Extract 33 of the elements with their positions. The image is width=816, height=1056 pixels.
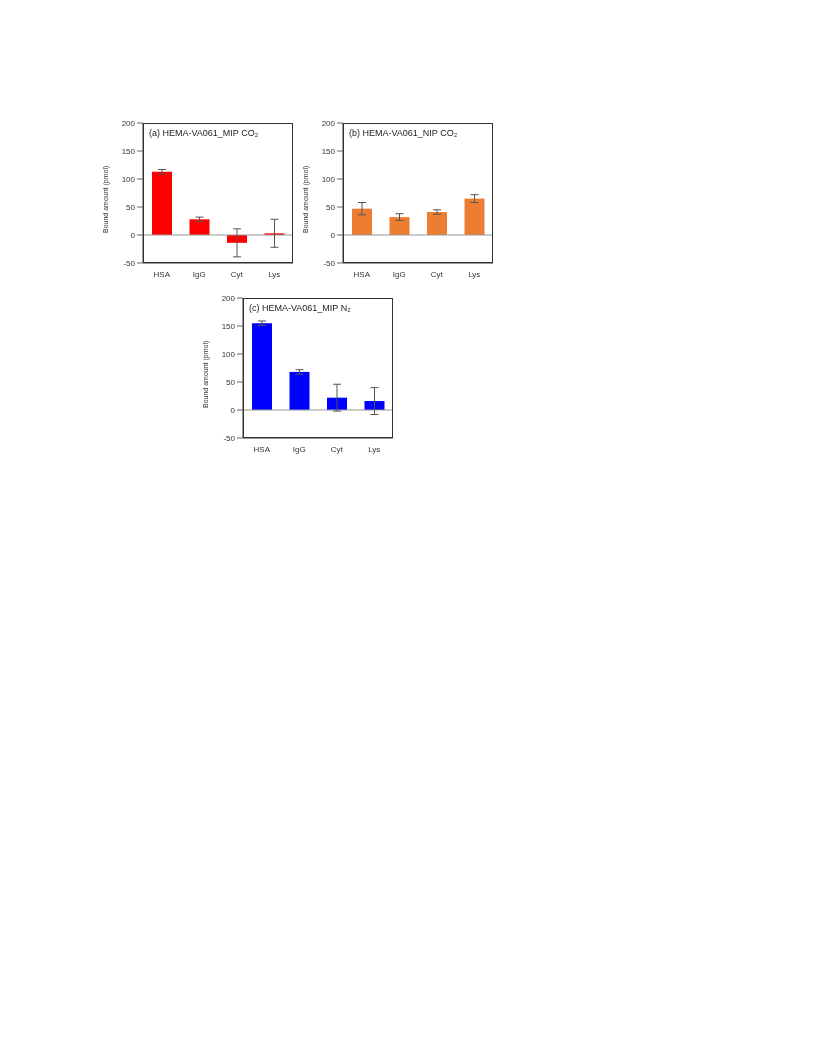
- x-tick-label: HSA: [353, 269, 371, 279]
- x-tick-label: HSA: [253, 444, 271, 454]
- y-tick-label: 0: [330, 230, 336, 240]
- x-tick-label: Cyt: [330, 444, 344, 454]
- y-tick-label: -50: [223, 433, 236, 443]
- x-tick-label: IgG: [292, 444, 306, 454]
- x-tick-label: Lys: [468, 269, 481, 279]
- text: (b) HEMA-VA061_NIP CO₂: [349, 128, 458, 138]
- y-tick-label: 200: [121, 118, 136, 128]
- y-tick-label: 100: [321, 174, 336, 184]
- y-tick-label: 150: [221, 321, 236, 331]
- y-tick-label: 50: [226, 377, 236, 387]
- x-tick-label: Cyt: [230, 269, 244, 279]
- y-tick-label: 200: [321, 118, 336, 128]
- y-tick-label: 100: [121, 174, 136, 184]
- x-tick-label: HSA: [153, 269, 171, 279]
- y-tick-label: 0: [230, 405, 236, 415]
- y-tick-label: -50: [323, 258, 336, 268]
- y-tick-label: 50: [126, 202, 136, 212]
- y-tick-label: 100: [221, 349, 236, 359]
- y-tick-label: -50: [123, 258, 136, 268]
- y-tick-label: 0: [130, 230, 136, 240]
- x-tick-label: IgG: [192, 269, 206, 279]
- y-tick-label: 50: [326, 202, 336, 212]
- y-tick-label: 150: [321, 146, 336, 156]
- x-tick-label: Cyt: [430, 269, 444, 279]
- x-tick-label: Lys: [268, 269, 281, 279]
- y-tick-label: 200: [221, 293, 236, 303]
- text: (c) HEMA-VA061_MIP N₂: [249, 303, 351, 313]
- x-tick-label: Lys: [368, 444, 381, 454]
- y-tick-label: 150: [121, 146, 136, 156]
- text: (a) HEMA-VA061_MIP CO₂: [149, 128, 259, 138]
- x-tick-label: IgG: [392, 269, 406, 279]
